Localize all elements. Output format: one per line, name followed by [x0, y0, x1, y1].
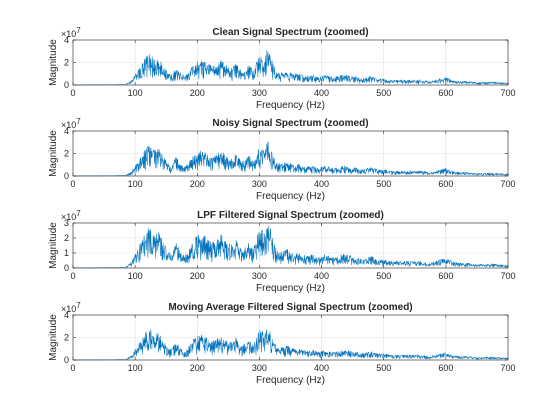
panel-title: Moving Average Filtered Signal Spectrum …	[168, 302, 412, 313]
y-tick-label: 0	[64, 80, 69, 90]
x-tick-label: 100	[128, 179, 143, 189]
y-tick-label: 0	[64, 263, 69, 273]
y-exponent-base: ×10	[61, 29, 76, 39]
x-tick-label: 200	[190, 179, 205, 189]
x-tick-label: 700	[500, 271, 515, 281]
y-axis-label: Magnitude	[48, 130, 59, 177]
x-tick-label: 500	[376, 271, 391, 281]
y-tick-label: 0	[64, 355, 69, 365]
x-axis-label: Frequency (Hz)	[256, 375, 325, 386]
x-tick-label: 0	[70, 363, 75, 373]
y-tick-label: 1	[64, 248, 69, 258]
x-tick-label: 100	[128, 363, 143, 373]
x-tick-label: 300	[252, 271, 267, 281]
x-tick-label: 700	[500, 363, 515, 373]
x-tick-label: 600	[438, 88, 453, 98]
panel-1: 0 100 200 300 400 500 600 700 0 2 4×107 Clean Signa…	[48, 26, 516, 111]
panel-title: LPF Filtered Signal Spectrum (zoomed)	[197, 210, 384, 221]
x-tick-label: 0	[70, 179, 75, 189]
y-tick-label: 4	[64, 310, 69, 320]
x-axis-label: Frequency (Hz)	[256, 283, 325, 294]
x-tick-label: 300	[252, 363, 267, 373]
panel-3: 0 100 200 300 400 500 600 700 0 1 2 3×107 LPF Filter…	[48, 209, 516, 294]
x-tick-label: 600	[438, 179, 453, 189]
x-tick-label: 400	[314, 271, 329, 281]
spectrum-series	[73, 49, 509, 86]
x-tick-label: 500	[376, 363, 391, 373]
y-tick-label: 4	[64, 35, 69, 45]
x-tick-label: 0	[70, 88, 75, 98]
y-exponent-base: ×10	[61, 212, 76, 222]
x-tick-label: 200	[190, 271, 205, 281]
x-tick-label: 100	[128, 271, 143, 281]
x-tick-label: 100	[128, 88, 143, 98]
y-exponent-label: ×107	[61, 301, 81, 314]
x-tick-label: 300	[252, 179, 267, 189]
y-exponent-power: 7	[76, 301, 81, 310]
x-axis-label: Frequency (Hz)	[256, 191, 325, 202]
panel-title: Clean Signal Spectrum (zoomed)	[212, 27, 368, 38]
y-tick-label: 0	[64, 171, 69, 181]
y-exponent-power: 7	[76, 209, 81, 218]
x-tick-label: 300	[252, 88, 267, 98]
y-exponent-label: ×107	[61, 209, 81, 222]
x-tick-label: 700	[500, 88, 515, 98]
y-axis-label: Magnitude	[48, 222, 59, 269]
y-exponent-label: ×107	[61, 117, 81, 130]
y-exponent-power: 7	[76, 26, 81, 35]
x-axis-label: Frequency (Hz)	[256, 100, 325, 111]
y-tick-label: 3	[64, 218, 69, 228]
x-tick-label: 600	[438, 271, 453, 281]
x-tick-label: 400	[314, 88, 329, 98]
y-exponent-base: ×10	[61, 120, 76, 130]
x-tick-label: 500	[376, 179, 391, 189]
x-tick-label: 200	[190, 363, 205, 373]
x-tick-label: 500	[376, 88, 391, 98]
x-tick-label: 200	[190, 88, 205, 98]
y-exponent-power: 7	[76, 117, 81, 126]
axes-box	[72, 222, 509, 269]
spectrum-series	[72, 225, 509, 269]
y-tick-label: 2	[64, 233, 69, 243]
y-tick-label: 4	[64, 126, 69, 136]
y-tick-label: 2	[64, 58, 69, 68]
x-tick-label: 400	[314, 179, 329, 189]
x-tick-label: 700	[500, 179, 515, 189]
spectrum-series	[73, 141, 509, 177]
panel-title: Noisy Signal Spectrum (zoomed)	[212, 118, 368, 129]
y-exponent-base: ×10	[61, 304, 76, 314]
y-axis-label: Magnitude	[48, 39, 59, 86]
y-tick-label: 2	[64, 149, 69, 159]
spectrum-series	[73, 329, 509, 361]
x-tick-label: 0	[70, 271, 75, 281]
y-axis-label: Magnitude	[48, 314, 59, 361]
panel-2: 0 100 200 300 400 500 600 700 0 2 4×107 Noisy Signa…	[48, 117, 516, 202]
y-exponent-label: ×107	[61, 26, 81, 39]
panel-4: 0 100 200 300 400 500 600 700 0 2 4×107 Moving Aver…	[48, 301, 516, 386]
x-tick-label: 400	[314, 363, 329, 373]
x-tick-label: 600	[438, 363, 453, 373]
y-tick-label: 2	[64, 333, 69, 343]
